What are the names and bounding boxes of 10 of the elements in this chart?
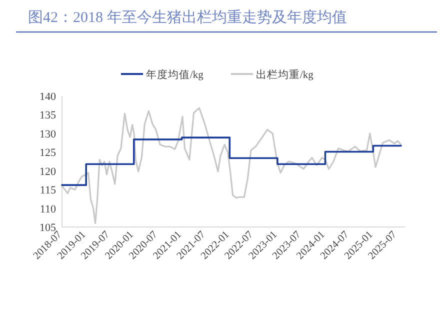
y-tick-label: 135 xyxy=(40,110,56,122)
y-tick-label: 125 xyxy=(40,147,56,160)
y-tick-label: 140 xyxy=(40,91,56,103)
y-tick-label: 120 xyxy=(40,166,56,178)
legend-label: 出栏均重/kg xyxy=(256,68,314,81)
y-tick-label: 130 xyxy=(40,128,56,140)
title: 图42：2018 年至今生猪出栏均重走势及年度均值 xyxy=(28,10,347,26)
legend-label: 年度均值/kg xyxy=(146,68,204,81)
y-tick-label: 115 xyxy=(40,184,56,197)
y-tick-label: 110 xyxy=(40,203,56,216)
